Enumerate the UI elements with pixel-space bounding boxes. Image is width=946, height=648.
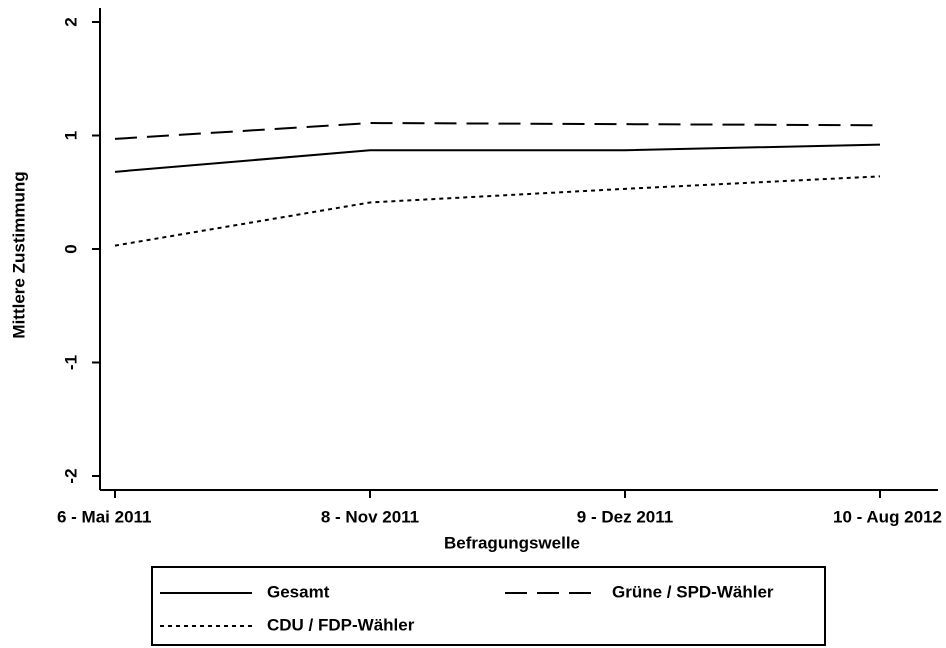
y-tick-label: -1 — [61, 355, 80, 370]
y-tick-label: 2 — [61, 17, 80, 26]
y-tick-label: 0 — [61, 244, 80, 253]
y-tick-label: 1 — [61, 131, 80, 140]
line-series — [114, 175, 881, 247]
x-tick-label: 9 - Dez 2011 — [577, 507, 673, 526]
legend-label: Gesamt — [267, 582, 330, 601]
legend-label: Grüne / SPD-Wähler — [612, 582, 774, 601]
x-tick-label: 8 - Nov 2011 — [321, 507, 419, 526]
x-tick-label: 10 - Aug 2012 — [833, 507, 942, 526]
x-axis-label: Befragungswelle — [444, 533, 580, 552]
y-tick-label: -2 — [61, 468, 80, 483]
line-series — [114, 143, 881, 173]
legend-box — [151, 566, 826, 646]
legend-label: CDU / FDP-Wähler — [267, 615, 415, 634]
y-axis-label: Mittlere Zustimmung — [9, 171, 28, 338]
x-tick-label: 6 - Mai 2011 — [57, 507, 152, 526]
line-series — [114, 122, 881, 140]
